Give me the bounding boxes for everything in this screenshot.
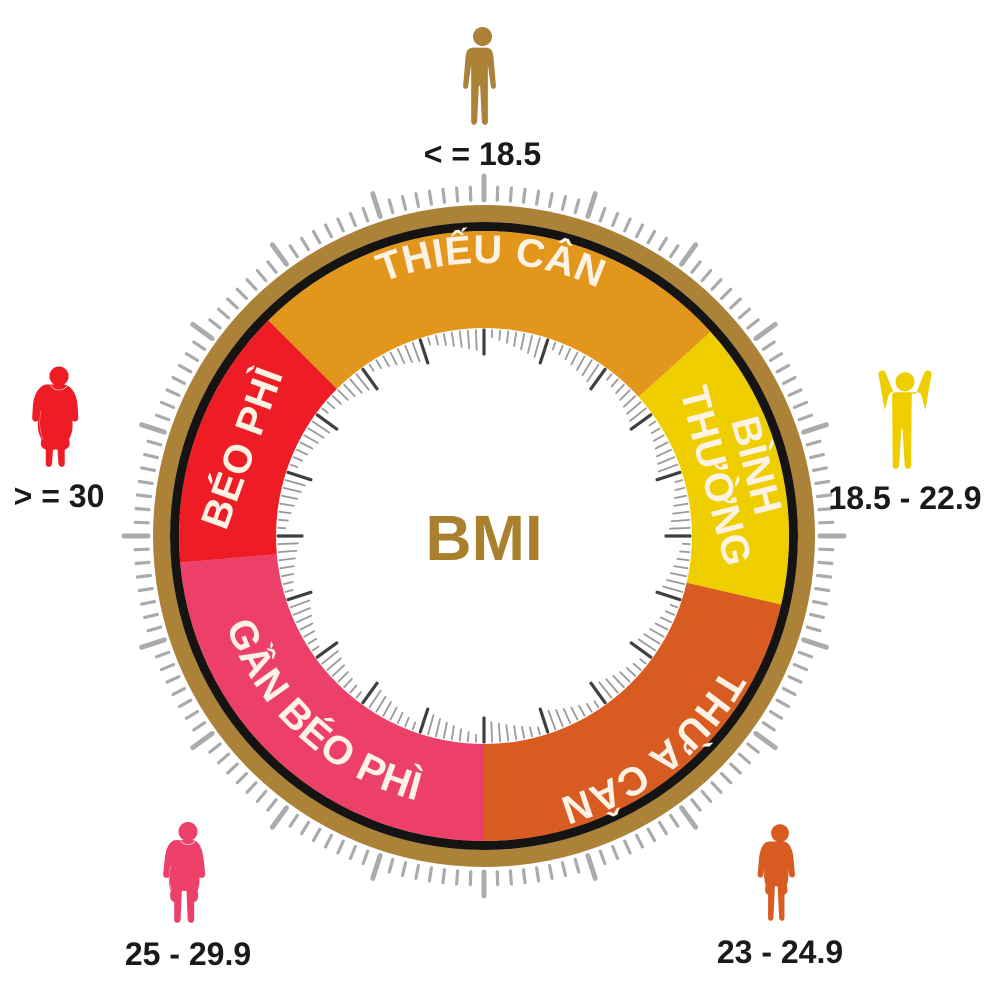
svg-text:< = 18.5: < = 18.5: [424, 136, 541, 172]
svg-text:18.5 - 22.9: 18.5 - 22.9: [829, 480, 982, 516]
svg-text:23 - 24.9: 23 - 24.9: [717, 934, 843, 970]
svg-text:25 - 29.9: 25 - 29.9: [125, 936, 251, 972]
svg-text:> = 30: > = 30: [14, 478, 105, 514]
svg-text:BMI: BMI: [425, 502, 542, 574]
